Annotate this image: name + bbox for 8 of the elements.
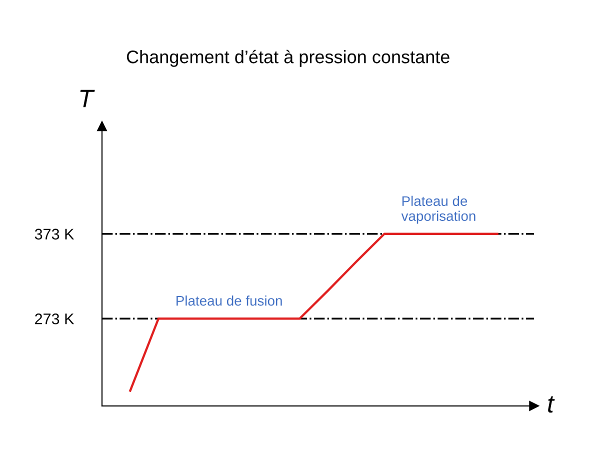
line-series [129, 232, 498, 392]
y-tick-label: 373 K [34, 228, 74, 240]
chart-title: Changement d’état à pression constante [126, 50, 450, 67]
y-axis-title: T [80, 90, 95, 108]
annotation: Plateau de fusion [176, 296, 282, 306]
x-axis-title: t [548, 396, 555, 413]
annotation: Plateau de vaporisation [401, 196, 476, 224]
y-tick-label: 273 K [35, 313, 74, 324]
